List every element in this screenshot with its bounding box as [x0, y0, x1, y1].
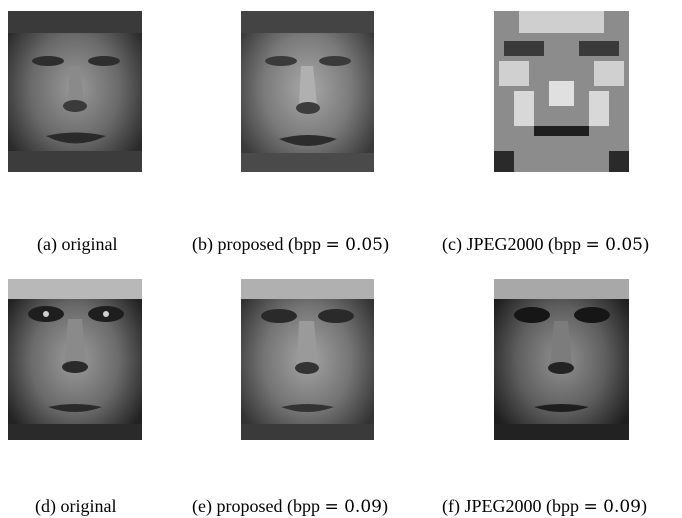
face-image-d — [8, 279, 142, 440]
caption-b-text: (b) proposed (bpp — [192, 234, 326, 254]
caption-c-suffix: ) — [642, 234, 649, 254]
caption-a: (a) original — [37, 233, 117, 255]
caption-f-suffix: ) — [641, 496, 647, 516]
caption-e-suffix: ) — [381, 496, 388, 516]
caption-f: (f) JPEG2000 (bpp = 0.09) — [442, 495, 647, 518]
caption-e-math: = 0.09 — [324, 497, 382, 517]
face-image-e — [241, 279, 374, 440]
caption-c: (c) JPEG2000 (bpp = 0.05) — [442, 233, 649, 256]
caption-f-math: = 0.09 — [583, 497, 642, 517]
face-image-f — [494, 279, 629, 440]
caption-d-text: (d) original — [35, 496, 117, 516]
caption-c-math: = 0.05 — [585, 235, 643, 255]
caption-a-text: (a) original — [37, 234, 118, 254]
caption-f-text: (f) JPEG2000 (bpp — [442, 496, 584, 516]
caption-b-suffix: ) — [382, 234, 389, 254]
face-image-c — [494, 11, 629, 172]
caption-e: (e) proposed (bpp = 0.09) — [192, 495, 388, 518]
face-image-a — [8, 11, 142, 172]
caption-d: (d) original — [35, 495, 116, 517]
caption-b: (b) proposed (bpp = 0.05) — [192, 233, 389, 256]
caption-e-text: (e) proposed (bpp — [192, 496, 325, 516]
caption-c-text: (c) JPEG2000 (bpp — [442, 234, 586, 254]
caption-b-math: = 0.05 — [325, 235, 383, 255]
face-image-b — [241, 11, 374, 172]
